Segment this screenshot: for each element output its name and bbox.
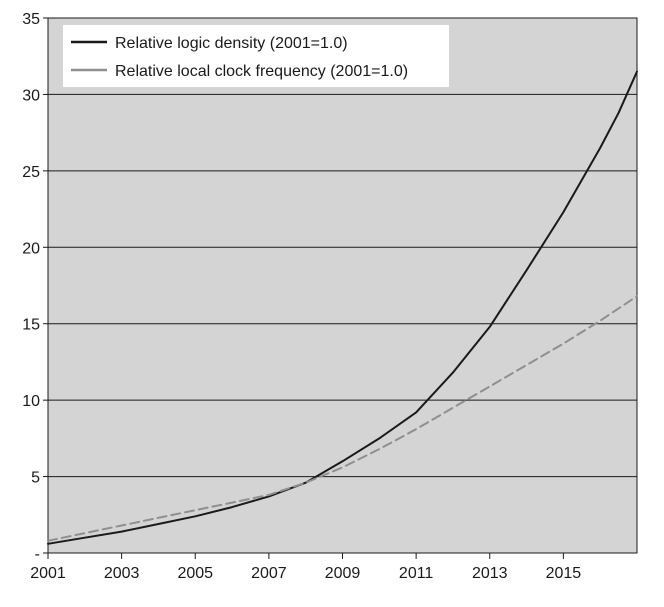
series-layer — [47, 70, 638, 545]
grid-lines — [48, 93, 637, 478]
y-tick-label: 10 — [22, 393, 40, 410]
x-tick-label: 2003 — [104, 565, 140, 582]
legend-box — [63, 25, 449, 87]
x-tick-label: 2011 — [399, 565, 434, 582]
axes: - 5 10 15 20 25 30 35 2001 2003 2005 2007 2009 2011 20… — [22, 11, 581, 582]
x-tick-label: 2013 — [472, 565, 508, 582]
y-tick-label: 30 — [22, 87, 40, 104]
y-tick-label: 25 — [22, 164, 40, 181]
series-line-2 — [47, 295, 638, 542]
plot-area — [47, 17, 638, 554]
y-tick-label: 20 — [22, 240, 40, 257]
y-tick-label: 5 — [31, 470, 40, 487]
y-tick-label: 15 — [22, 317, 40, 334]
x-tick-label: 2005 — [177, 565, 213, 582]
legend-label-1: Relative logic density (2001=1.0) — [115, 35, 348, 52]
y-tick-label: - — [35, 546, 40, 563]
series-line-1 — [47, 70, 638, 545]
x-tick-label: 2009 — [325, 565, 361, 582]
x-tick-label: 2001 — [30, 565, 66, 582]
legend: Relative logic density (2001=1.0) Relativ… — [63, 25, 449, 87]
legend-label-2: Relative local clock frequency (2001=1.0… — [115, 63, 408, 80]
x-tick-label: 2007 — [251, 565, 287, 582]
x-tick-label: 2015 — [546, 565, 582, 582]
y-tick-label: 35 — [22, 11, 40, 28]
